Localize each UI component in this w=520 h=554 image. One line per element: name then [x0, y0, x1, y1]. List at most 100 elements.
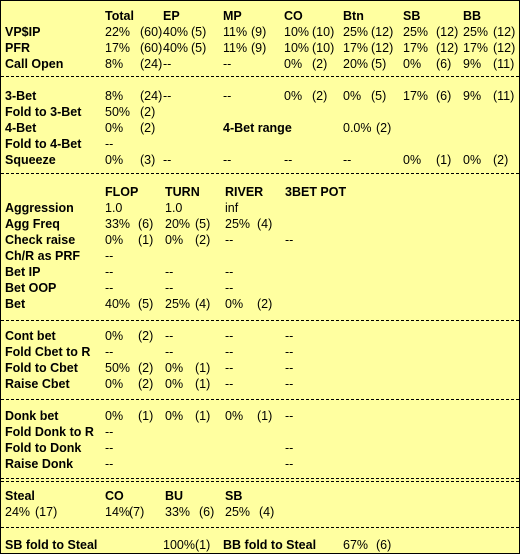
stat-count: (1)	[195, 409, 211, 423]
stat-count: (6)	[436, 89, 452, 103]
stat-value: 25%	[225, 505, 251, 519]
stat-count: (1)	[195, 361, 211, 375]
stat-count: (24)	[140, 89, 163, 103]
stat-value: 0%	[105, 377, 124, 391]
column-header: FLOP	[105, 185, 139, 199]
stat-count: (10)	[312, 25, 335, 39]
stat-value: 0%	[165, 361, 184, 375]
stat-count: (60)	[140, 41, 163, 55]
stat-value: 9%	[463, 89, 482, 103]
stat-count: (9)	[251, 41, 267, 55]
stat-label: Fold to 3-Bet	[5, 105, 82, 119]
stat-label: PFR	[5, 41, 30, 55]
stat-value: 0%	[284, 57, 303, 71]
stat-value: --	[105, 137, 114, 151]
stat-label: Donk bet	[5, 409, 59, 423]
stat-value: 0%	[165, 377, 184, 391]
stat-value: 1.0	[105, 201, 123, 215]
stat-count: (11)	[493, 89, 515, 103]
stat-label: Agg Freq	[5, 217, 60, 231]
stat-value: 0%	[284, 89, 303, 103]
section-divider	[1, 399, 519, 400]
stat-value: 17%	[343, 41, 369, 55]
stat-count: (2)	[493, 153, 509, 167]
stat-value: inf	[225, 201, 239, 215]
stat-value: --	[165, 265, 174, 279]
stat-label: Fold to 4-Bet	[5, 137, 82, 151]
stat-value: 20%	[165, 217, 191, 231]
section-divider	[1, 527, 519, 528]
stat-value: --	[223, 89, 232, 103]
stat-count: (5)	[371, 89, 387, 103]
column-header: SB	[225, 489, 243, 503]
stat-label: 3-Bet	[5, 89, 37, 103]
stat-value: --	[163, 89, 172, 103]
stat-value: --	[285, 457, 294, 471]
stat-count: (6)	[436, 57, 452, 71]
column-header: SB	[403, 9, 421, 23]
stat-count: (12)	[493, 25, 516, 39]
stat-count: (1)	[436, 153, 452, 167]
stat-value: 0%	[225, 409, 244, 423]
stat-value: 50%	[105, 361, 131, 375]
stat-value: --	[225, 281, 234, 295]
stat-label: Ch/R as PRF	[5, 249, 81, 263]
stat-count: (2)	[195, 233, 211, 247]
stat-value: 20%	[343, 57, 369, 71]
stat-label: Fold Donk to R	[5, 425, 94, 439]
stat-count: (11)	[493, 57, 515, 71]
stat-value: --	[285, 329, 294, 343]
stat-value: 0%	[165, 409, 184, 423]
stat-value: 50%	[105, 105, 131, 119]
stat-label: Bet IP	[5, 265, 41, 279]
stat-count: (5)	[371, 57, 387, 71]
stat-count: (17)	[35, 505, 58, 519]
stat-count: (1)	[257, 409, 273, 423]
stat-value: --	[285, 233, 294, 247]
stat-count: (3)	[140, 153, 156, 167]
stat-value: 25%	[225, 217, 251, 231]
section-divider	[1, 320, 519, 321]
stat-value: 17%	[403, 89, 429, 103]
stat-value: --	[223, 153, 232, 167]
stat-value: 25%	[463, 25, 489, 39]
stat-value: 11%	[223, 41, 248, 55]
stat-value: --	[105, 441, 114, 455]
stat-count: (12)	[371, 41, 394, 55]
section-divider	[1, 76, 519, 77]
stat-count: (2)	[140, 105, 156, 119]
stat-value: 8%	[105, 89, 124, 103]
stat-value: 0%	[225, 297, 244, 311]
stat-count: (12)	[436, 25, 459, 39]
stat-label: 4-Bet range	[223, 121, 292, 135]
stat-label: 4-Bet	[5, 121, 37, 135]
stat-value: 0%	[403, 153, 422, 167]
column-header: 3BET POT	[285, 185, 347, 199]
stat-count: (2)	[138, 361, 154, 375]
column-header: BU	[165, 489, 184, 503]
stat-value: --	[285, 441, 294, 455]
stat-value: 0.0%	[343, 121, 372, 135]
stat-label: Call Open	[5, 57, 64, 71]
steal-label: Steal	[5, 489, 35, 503]
stat-label: SB fold to Steal	[5, 538, 98, 552]
stat-value: 14%	[105, 505, 131, 519]
stat-value: 40%	[105, 297, 131, 311]
column-header: TURN	[165, 185, 200, 199]
stat-value: 67%	[343, 538, 369, 552]
stat-value: 0%	[105, 233, 124, 247]
stat-count: (12)	[493, 41, 516, 55]
stat-value: --	[105, 265, 114, 279]
stat-value: 22%	[105, 25, 131, 39]
stat-value: --	[225, 377, 234, 391]
stat-value: --	[225, 265, 234, 279]
stat-count: (12)	[371, 25, 394, 39]
stat-value: 8%	[105, 57, 124, 71]
stat-count: (6)	[199, 505, 215, 519]
stat-count: (5)	[195, 217, 211, 231]
stat-value: --	[105, 281, 114, 295]
stat-value: 0%	[105, 121, 124, 135]
stat-label: Fold to Donk	[5, 441, 82, 455]
stat-value: 0%	[105, 409, 124, 423]
stat-count: (24)	[140, 57, 163, 71]
